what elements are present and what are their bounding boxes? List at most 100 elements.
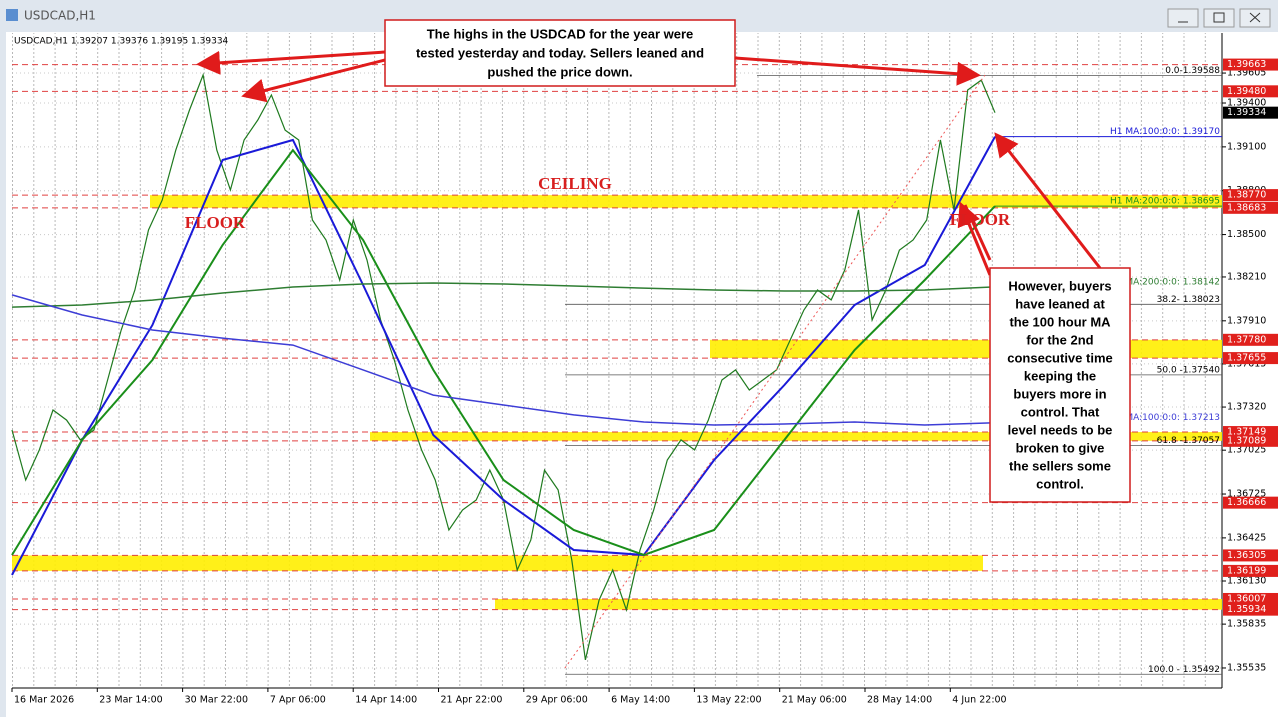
price-tag — [1223, 603, 1278, 616]
right-callout: However, buyers have leaned at the 100 hou… — [989, 267, 1131, 503]
ma-label: MA:100:0:0: 1.37213 — [1125, 413, 1220, 423]
price-tag — [1223, 333, 1278, 346]
callout-line: pushed the price down. — [487, 64, 632, 79]
arrows — [196, 50, 1102, 276]
floor-label: FLOOR — [950, 210, 1011, 229]
price-tag-label: 1.38683 — [1227, 202, 1266, 213]
price-tag — [1223, 85, 1278, 98]
y-tick-label: 1.37320 — [1227, 402, 1266, 413]
price-tag — [1223, 564, 1278, 577]
x-tick-label: 7 Apr 06:00 — [270, 695, 326, 706]
fib-trend-line — [564, 74, 986, 669]
callout-line: However, buyers — [1008, 278, 1111, 293]
series-line — [11, 282, 996, 308]
price-tag-label: 1.35934 — [1227, 604, 1266, 615]
price-tag — [1223, 496, 1278, 509]
window-icon — [6, 9, 18, 21]
x-tick-label: 13 May 22:00 — [696, 695, 761, 706]
callout-line: broken to give — [1016, 440, 1105, 455]
callout-line: level needs to be — [1008, 422, 1113, 437]
series-line — [11, 294, 996, 426]
price-tag-label: 1.36305 — [1227, 550, 1266, 561]
fib-label: 0.0-1.39588 — [1165, 66, 1220, 76]
y-tick-label: 1.35835 — [1227, 619, 1266, 630]
x-tick-label: 14 Apr 14:00 — [355, 695, 417, 706]
callout-line: consecutive time — [1007, 350, 1113, 365]
price-tag — [1223, 201, 1278, 214]
price-tag-label: 1.39480 — [1227, 86, 1266, 97]
price-tag — [1223, 352, 1278, 365]
x-tick-label: 4 Jun 22:00 — [952, 695, 1006, 706]
price-tag-label: 1.37089 — [1227, 435, 1266, 446]
arrow — [241, 58, 386, 103]
series-line — [11, 136, 996, 576]
price-tag-label: 1.37780 — [1227, 334, 1266, 345]
ceiling-label: CEILING — [538, 174, 612, 193]
x-tick-label: 23 Mar 14:00 — [99, 695, 162, 706]
y-tick-label: 1.37910 — [1227, 315, 1266, 326]
arrow — [196, 50, 386, 75]
callout-line: The highs in the USDCAD for the year wer… — [427, 26, 694, 41]
floor-label: FLOOR — [185, 213, 246, 232]
price-tag-label: 1.37149 — [1227, 427, 1266, 438]
x-tick-label: 29 Apr 06:00 — [526, 695, 588, 706]
y-tick-label: 1.36425 — [1227, 532, 1266, 543]
y-tick-label: 1.39605 — [1227, 68, 1266, 79]
minimize-button[interactable] — [1167, 8, 1199, 28]
ma-label: H1 MA:200:0:0: 1.38695 — [1110, 197, 1220, 207]
window-title: USDCAD,H1 — [24, 9, 96, 23]
price-tag-label: 1.36199 — [1227, 565, 1266, 576]
fib-label: 100.0 - 1.35492 — [1148, 665, 1220, 675]
y-tick-label: 1.39100 — [1227, 141, 1266, 152]
price-tag — [1223, 592, 1278, 605]
top-callout: The highs in the USDCAD for the year wer… — [384, 19, 736, 87]
callout-line: the sellers some — [1009, 458, 1111, 473]
zone — [495, 598, 1222, 610]
y-tick-label: 1.36130 — [1227, 576, 1266, 587]
button-glyphs — [1178, 12, 1261, 23]
x-tick-label: 6 May 14:00 — [611, 695, 670, 706]
zone — [710, 339, 1222, 359]
maximize-button[interactable] — [1203, 8, 1235, 28]
callout-line: have leaned at — [1015, 296, 1105, 311]
arrow — [994, 132, 1102, 269]
callout-line: control. — [1036, 476, 1084, 491]
price-tag-label: 1.36666 — [1227, 497, 1266, 508]
price-tag-label: 1.36007 — [1227, 593, 1266, 604]
x-tick-label: 21 May 06:00 — [782, 695, 847, 706]
ma-label: H1 MA:100:0:0: 1.39170 — [1110, 127, 1220, 137]
callout-line: buyers more in — [1013, 386, 1106, 401]
callout-line: tested yesterday and today. Sellers lean… — [416, 45, 704, 60]
y-tick-label: 1.38500 — [1227, 229, 1266, 240]
zone — [370, 432, 1222, 441]
price-tag — [1223, 189, 1278, 202]
window-buttons[interactable] — [1167, 8, 1271, 28]
price-tag — [1223, 434, 1278, 447]
x-tick-label: 30 Mar 22:00 — [185, 695, 248, 706]
arrow — [963, 204, 992, 261]
zone — [12, 555, 983, 571]
zone — [150, 195, 1222, 208]
series-line — [11, 148, 996, 557]
callout-line: the 100 hour MA — [1009, 314, 1111, 329]
callout-line: control. That — [1021, 404, 1100, 419]
price-tag — [1223, 58, 1278, 71]
fib-label: 38.2- 1.38023 — [1157, 295, 1220, 305]
price-tag — [1223, 106, 1278, 119]
x-tick-label: 21 Apr 22:00 — [441, 695, 503, 706]
y-tick-label: 1.37025 — [1227, 445, 1266, 456]
price-tag-label: 1.39334 — [1227, 107, 1266, 118]
callout-line: for the 2nd — [1026, 332, 1093, 347]
callout-box — [989, 267, 1131, 503]
price-tag-label: 1.38770 — [1227, 190, 1266, 201]
x-tick-label: 28 May 14:00 — [867, 695, 932, 706]
fib-label: 50.0 -1.37540 — [1157, 365, 1221, 375]
fib-label: 61.8 -1.37057 — [1157, 436, 1220, 446]
symbol-info: USDCAD,H1 1.39207 1.39376 1.39195 1.3933… — [14, 37, 229, 47]
y-tick-label: 1.39400 — [1227, 98, 1266, 109]
y-tick-label: 1.35535 — [1227, 662, 1266, 673]
x-tick-label: 16 Mar 2026 — [14, 695, 74, 706]
price-tag-label: 1.37655 — [1227, 353, 1266, 364]
